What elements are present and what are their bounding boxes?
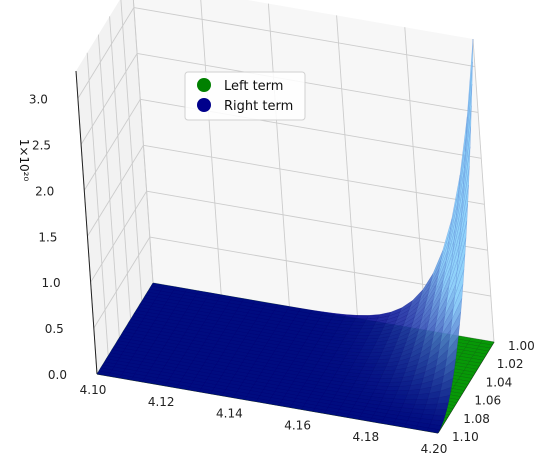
- grid-line-x: [267, 3, 290, 307]
- grid-line-x: [336, 15, 359, 319]
- legend-label-left-term: Left term: [224, 79, 283, 94]
- legend: Left term Right term: [184, 71, 306, 121]
- surface-right-term: [96, 38, 474, 434]
- x-tick-label: 4.20: [421, 442, 448, 456]
- surface-cell-right-term: [353, 338, 368, 343]
- z-tick-label: 0.5: [45, 322, 64, 336]
- surfaces: [96, 38, 495, 434]
- surface-cell-right-term: [405, 394, 419, 400]
- surface-cell-right-term: [343, 314, 358, 319]
- legend-marker-left-term: [197, 78, 211, 92]
- surface-cell-right-term: [357, 331, 371, 336]
- surface-cell-right-term: [466, 38, 474, 135]
- surface-cell-right-term: [357, 352, 372, 357]
- grid-line-z: [146, 190, 488, 251]
- grid-line-y: [120, 0, 143, 302]
- z-axis-line: [75, 70, 98, 375]
- grid-line-y: [109, 16, 132, 320]
- surface-cell-right-term: [378, 378, 392, 383]
- surface-cell-right-term: [372, 366, 387, 371]
- surface-cell-right-term: [401, 403, 416, 409]
- y-tick-label: 1.00: [508, 339, 535, 353]
- y-tick-label: 1.06: [474, 394, 501, 408]
- y-tick-label: 1.02: [497, 357, 524, 371]
- surface-cell-right-term: [374, 385, 389, 391]
- surface-cell-right-term: [414, 398, 428, 405]
- grid-line-z: [93, 236, 151, 329]
- surface-cell-right-term: [351, 341, 366, 346]
- surface-cell-right-term: [384, 390, 398, 395]
- x-tick-label: 4.16: [284, 418, 311, 432]
- surface-cell-right-term: [353, 318, 368, 323]
- surface-cell-right-term: [412, 404, 427, 410]
- surface-cell-right-term: [422, 409, 436, 416]
- surface-cell-right-term: [361, 345, 375, 350]
- z-axis-multiplier: 1×10²⁰: [17, 139, 31, 182]
- surface-cell-right-term: [386, 386, 400, 391]
- z-tick-label: 3.0: [29, 93, 48, 107]
- tick-labels: 4.10 4.12 4.14 4.16 4.18 4.20 1.00 1.02 1.04 1.06…: [29, 93, 535, 456]
- legend-label-right-term: Right term: [224, 99, 293, 114]
- surface-cell-right-term: [359, 328, 373, 333]
- grid-line-y: [97, 34, 120, 338]
- surface-cell-right-term: [424, 403, 438, 410]
- surface-cell-right-term: [360, 324, 375, 329]
- surface-cell-right-term: [391, 398, 406, 404]
- grid-line-y: [132, 0, 154, 284]
- surface-cell-right-term: [369, 374, 383, 379]
- surface-cell-right-term: [351, 321, 366, 326]
- surface-cell-right-term: [361, 366, 375, 371]
- surface-cell-right-term: [393, 394, 408, 400]
- grid-line-x: [472, 38, 495, 343]
- surface-cell-right-term: [380, 373, 394, 379]
- surface-cell-right-term: [355, 335, 370, 340]
- surface-cell-right-term: [376, 381, 391, 387]
- surface-cell-right-term: [355, 315, 369, 319]
- surface-cell-right-term: [355, 355, 370, 360]
- grid-line-z: [90, 190, 148, 283]
- surface-cell-right-term: [431, 414, 446, 422]
- surface-cell-right-term: [366, 355, 381, 360]
- z-tick-label: 2.5: [32, 138, 51, 152]
- surface-cell-right-term: [359, 349, 373, 353]
- surface-cell-right-term: [367, 377, 381, 383]
- grid-line-z: [133, 7, 475, 67]
- surface-cell-right-term: [363, 341, 377, 346]
- grid-line-x: [404, 27, 427, 331]
- grid-line-z: [80, 53, 138, 145]
- grid-line-x: [200, 0, 222, 295]
- surface-cell-right-term: [403, 399, 417, 405]
- surface-cell-right-term: [433, 409, 447, 416]
- surface-cell-right-term: [365, 359, 379, 364]
- legend-marker-right-term: [197, 98, 211, 112]
- surface-cell-right-term: [363, 363, 377, 368]
- grid-line-z: [77, 7, 135, 99]
- grid-line-z: [137, 53, 479, 113]
- y-tick-label: 1.04: [486, 375, 513, 389]
- surface-cell-right-term: [395, 390, 410, 396]
- surface-cell-right-term: [349, 324, 364, 329]
- grid-line-z: [143, 144, 485, 205]
- z-tick-label: 0.0: [48, 368, 67, 382]
- z-tick-label: 1.5: [38, 230, 57, 244]
- x-tick-label: 4.14: [216, 407, 243, 421]
- z-tick-label: 1.0: [42, 276, 61, 290]
- z-tick-label: 2.0: [35, 184, 54, 198]
- surface-cell-right-term: [410, 408, 425, 415]
- x-tick-label: 4.18: [352, 430, 379, 444]
- grid-line-z: [83, 99, 141, 191]
- surface-cell-right-term: [387, 381, 402, 387]
- legend-box: [184, 71, 306, 121]
- surface-cell-right-term: [370, 370, 385, 375]
- grid-line-y: [86, 52, 109, 356]
- x-tick-label: 4.12: [148, 395, 175, 409]
- y-tick-label: 1.08: [463, 412, 490, 426]
- x-tick-label: 4.10: [80, 383, 107, 397]
- pane-left: [76, 0, 153, 374]
- grid-line-z: [87, 145, 144, 237]
- y-tick-label: 1.10: [452, 430, 479, 444]
